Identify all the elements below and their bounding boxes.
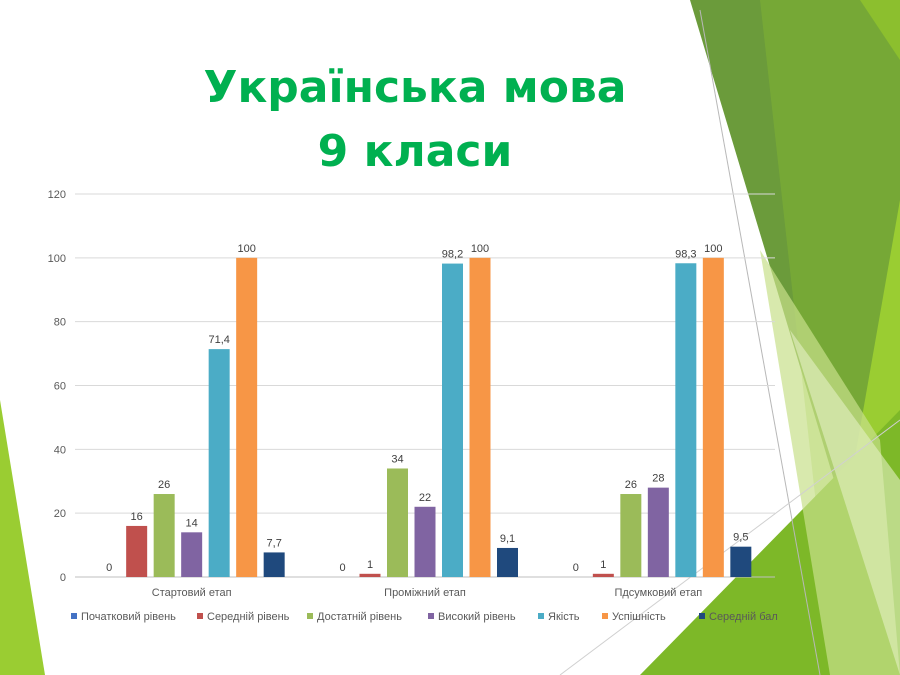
legend-swatch [197,613,203,619]
decor-line-2 [559,419,900,675]
bar [730,546,752,577]
legend-swatch [538,613,544,619]
bar [236,257,258,577]
x-axis: Стартовий етап Проміжний етап Пдсумковий е… [152,587,702,599]
legend-label: Якість [548,611,580,623]
data-label: 14 [186,517,198,529]
data-label: 100 [471,243,489,255]
legend-label: Достатній рівень [317,611,402,623]
data-label: 7,7 [267,537,282,549]
y-tick-label: 100 [48,253,66,265]
data-label: 28 [652,473,664,485]
x-tick-label: Стартовий етап [152,587,232,599]
decor-shape-top [860,0,900,60]
data-labels: 0 16 26 14 71,4 100 7,7 0 1 34 22 98,2 100 9,1 0 1 26 28 9… [106,243,748,574]
legend-swatch [71,613,77,619]
data-label: 98,3 [675,248,696,260]
data-label: 26 [625,479,637,491]
data-label: 9,5 [733,532,748,544]
legend-swatch [307,613,313,619]
legend-label: Середній бал [709,611,778,623]
data-label: 16 [131,511,143,523]
bar [181,532,203,577]
bar [620,494,642,577]
data-label: 0 [339,562,345,574]
data-label: 0 [106,562,112,574]
y-tick-label: 20 [54,508,66,520]
y-tick-label: 0 [60,572,66,584]
data-label: 71,4 [208,334,229,346]
bar [359,573,381,577]
data-label: 98,2 [442,249,463,261]
legend-label: Успішність [612,611,666,623]
bar [153,494,175,577]
decor-shape-palest [790,330,900,675]
data-label: 1 [600,559,606,571]
decor-shape-pale [760,250,900,675]
bar [208,349,230,577]
data-label: 100 [237,243,255,255]
bar [497,547,518,577]
bar [126,525,148,577]
data-label: 100 [704,243,722,255]
y-tick-label: 60 [54,381,66,393]
decor-line-1 [699,9,821,675]
legend-label: Середній рівень [207,611,290,623]
data-label: 34 [391,453,403,465]
legend-swatch [699,613,705,619]
legend: Початковий рівень Середній рівень Достатні… [71,611,778,623]
bar [387,468,408,577]
legend-label: Початковий рівень [81,611,176,623]
bar [675,263,697,577]
y-axis: 0 20 40 60 80 100 120 [48,189,66,584]
slide-subtitle: 9 класи [317,126,513,177]
slide-title: Українська мова [203,62,627,113]
legend-label: Високий рівень [438,611,516,623]
data-label: 9,1 [500,533,515,545]
bars [126,257,752,577]
data-label: 1 [367,559,373,571]
x-tick-label: Пдсумковий етап [614,587,702,599]
bar [592,573,614,577]
data-label: 0 [573,562,579,574]
y-tick-label: 120 [48,189,66,201]
bar [469,257,491,577]
bar [702,257,724,577]
y-tick-label: 40 [54,444,66,456]
x-tick-label: Проміжний етап [384,587,466,599]
bar [263,552,285,577]
bar [647,487,669,577]
legend-swatch [428,613,434,619]
legend-swatch [602,613,608,619]
y-tick-label: 80 [54,317,66,329]
data-label: 22 [419,492,431,504]
decor-shape-left [0,400,45,675]
data-label: 26 [158,479,170,491]
bar [414,506,436,577]
bar [442,263,463,577]
